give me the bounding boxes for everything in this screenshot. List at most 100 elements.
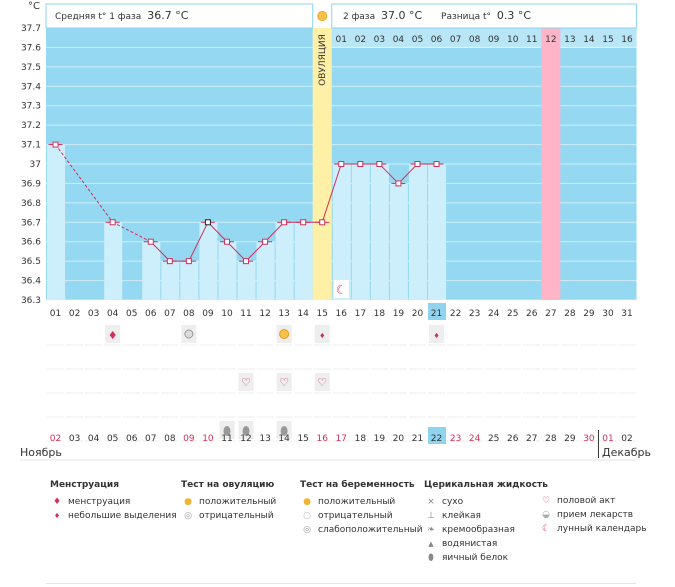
diff-label: Разница t° xyxy=(441,12,492,22)
heart-icon: ♡ xyxy=(541,496,551,506)
cycle-day-label: 10 xyxy=(221,309,233,319)
date-label: 02 xyxy=(50,434,61,444)
legend-item: ▲ водянистая xyxy=(424,537,548,551)
legend-title: Тест на беременность xyxy=(300,480,415,490)
cycle-day-label: 02 xyxy=(69,309,80,319)
y-tick-label: 36.3 xyxy=(21,296,41,306)
date-label: 29 xyxy=(564,434,576,444)
temperature-point xyxy=(414,161,421,167)
temperature-line-segment xyxy=(150,241,171,262)
date-label: 18 xyxy=(355,434,367,444)
highlight-date-box xyxy=(428,427,447,444)
month-left: Ноябрь xyxy=(20,446,62,459)
header-phase2-box xyxy=(331,3,638,29)
phase2-day-label: 08 xyxy=(469,35,481,45)
cycle-day-label: 11 xyxy=(240,309,251,319)
temperature-line-segment xyxy=(245,241,266,262)
temperature-point xyxy=(52,141,59,148)
phase2-day-label: 05 xyxy=(412,35,423,45)
cycle-day-label: 21 xyxy=(431,309,442,319)
cycle-day-label: 05 xyxy=(126,309,137,319)
temperature-line-segment xyxy=(379,163,399,184)
cycle-day-label: 17 xyxy=(355,309,366,319)
moon-icon: ☾ xyxy=(541,524,551,534)
pregnancy-positive-icon: ● xyxy=(303,497,311,507)
legend-ovulation-test: Тест на овуляцию ● положительный ◎ отрицат… xyxy=(181,480,276,523)
y-tick-label: 36.8 xyxy=(21,199,41,209)
cycle-day-label: 29 xyxy=(583,309,595,319)
temperature-bar xyxy=(218,241,237,300)
egg-white-icon xyxy=(223,426,231,436)
event-cell xyxy=(105,325,121,343)
date-label: 22 xyxy=(431,434,442,444)
y-tick-label: 37.1 xyxy=(21,141,41,151)
temperature-line-segment xyxy=(55,144,114,223)
phase2-label: 2 фаза xyxy=(343,12,376,22)
small-drop-icon: ♦ xyxy=(319,332,325,340)
phase2-day-label: 01 xyxy=(336,35,347,45)
cycle-day-label: 19 xyxy=(393,309,405,319)
legend-item: ♦ менструация xyxy=(50,495,177,509)
date-label: 10 xyxy=(202,434,214,444)
legend-item: ⊥ клейкая xyxy=(424,509,548,523)
ovulation-label: ОВУЛЯЦИЯ xyxy=(318,34,328,86)
small-drop-icon: ♦ xyxy=(53,512,61,520)
y-tick-label: 36.4 xyxy=(21,277,41,287)
legend-pregnancy-test: Тест на беременность ● положительный ○ отр… xyxy=(300,480,423,537)
test-positive-icon xyxy=(279,329,290,339)
y-tick-label: 37 xyxy=(30,160,41,170)
phase2-day-label: 12 xyxy=(545,35,556,45)
event-cell xyxy=(314,373,330,391)
legend-item: ⬮ яичный белок xyxy=(424,551,548,565)
event-cell xyxy=(314,325,330,343)
temperature-bar xyxy=(294,222,313,300)
temperature-bar xyxy=(161,261,180,300)
date-label: 15 xyxy=(297,434,308,444)
event-cell xyxy=(238,373,254,391)
month-right: Декабрь xyxy=(602,446,651,459)
cycle-day-label: 30 xyxy=(602,309,614,319)
date-label: 04 xyxy=(88,434,100,444)
date-label: 30 xyxy=(583,434,595,444)
temperature-line-segment xyxy=(207,221,228,243)
temperature-point xyxy=(166,258,173,265)
temperature-line-segment xyxy=(188,222,209,262)
phase2-day-label: 03 xyxy=(374,35,385,45)
legend-item: ◎ отрицательный xyxy=(181,509,276,523)
phase2-day-label: 13 xyxy=(564,35,575,45)
cycle-day-label: 18 xyxy=(374,309,386,319)
legend-title: Церикальная жидкость xyxy=(424,480,548,490)
creamy-icon: ❧ xyxy=(427,525,435,535)
date-label: 08 xyxy=(164,434,176,444)
y-tick-label: 36.9 xyxy=(21,179,41,189)
phase1-value: 36.7 °C xyxy=(147,9,189,22)
temperature-bar xyxy=(408,164,427,300)
legend-item: ☾ лунный календарь xyxy=(539,522,647,536)
date-label: 17 xyxy=(336,434,347,444)
egg-white-icon xyxy=(242,426,250,436)
legend-title: Менструация xyxy=(50,480,119,490)
date-label: 14 xyxy=(278,434,290,444)
heart-icon: ♡ xyxy=(241,376,251,389)
date-label: 27 xyxy=(526,434,537,444)
temperature-point xyxy=(204,219,211,226)
y-tick-label: 36.7 xyxy=(21,218,41,228)
temperature-line-segment xyxy=(226,241,247,262)
phase2-day-label: 04 xyxy=(393,35,405,45)
legend-item: ♦ небольшие выделения xyxy=(50,509,177,523)
pregnancy-negative-icon: ○ xyxy=(303,511,311,521)
cycle-day-label: 14 xyxy=(297,309,309,319)
temperature-point xyxy=(243,258,250,265)
date-label: 25 xyxy=(488,434,499,444)
y-tick-label: 37.4 xyxy=(21,82,41,92)
temperature-point xyxy=(395,180,402,187)
ovulation-sun-icon xyxy=(317,11,328,21)
date-label: 03 xyxy=(69,434,80,444)
temperature-bar xyxy=(199,222,218,300)
date-label: 16 xyxy=(316,434,328,444)
cycle-day-label: 03 xyxy=(88,309,99,319)
cycle-day-label: 06 xyxy=(145,309,157,319)
egg-white-icon xyxy=(280,426,288,436)
legend-cervical: Церикальная жидкость × сухо ⊥ клейкая ❧ кре… xyxy=(424,480,548,565)
temperature-point xyxy=(357,161,364,167)
